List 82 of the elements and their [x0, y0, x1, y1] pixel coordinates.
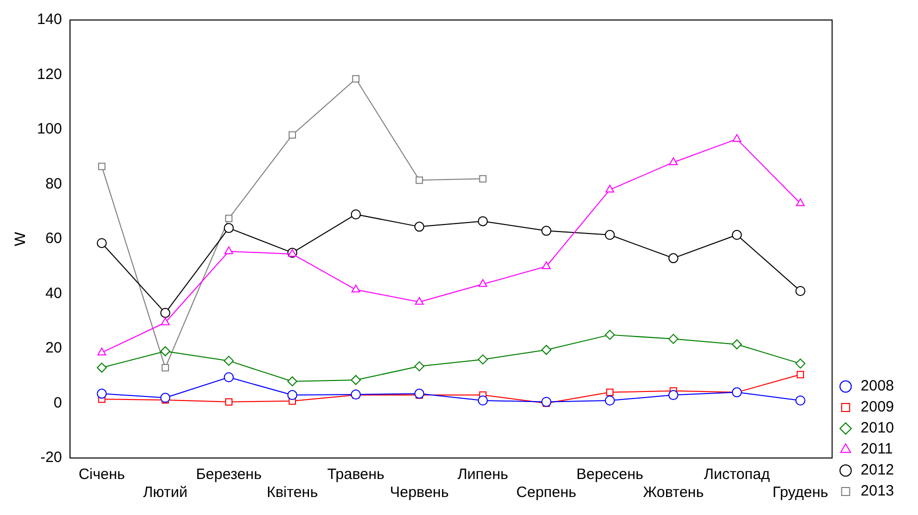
point: [225, 214, 232, 222]
point: [668, 334, 678, 344]
point: [352, 75, 360, 83]
y-tick-label: 20: [45, 340, 62, 357]
point: [96, 362, 107, 373]
point: [224, 372, 234, 382]
point: [732, 230, 742, 240]
x-tick-label: Липень: [457, 466, 508, 484]
point: [350, 209, 361, 220]
point: [96, 388, 107, 399]
point: [97, 348, 106, 356]
y-axis-title: W: [12, 231, 30, 246]
y-tick-label: 40: [45, 284, 62, 302]
point: [796, 370, 804, 378]
point: [795, 286, 806, 296]
point: [478, 279, 488, 287]
y-tick-label: 100: [36, 120, 62, 138]
point: [542, 261, 551, 270]
x-tick-label: Жовтень: [642, 484, 704, 502]
point: [478, 216, 488, 226]
legend-label: 2008: [860, 378, 894, 395]
point: [795, 358, 806, 369]
point: [541, 226, 552, 236]
point: [414, 222, 424, 232]
x-tick-label: Лютий: [143, 484, 188, 502]
legend-label: 2009: [860, 398, 894, 416]
point: [162, 364, 169, 372]
point: [350, 374, 361, 385]
x-tick-label: Листопад: [704, 466, 770, 484]
point: [225, 398, 232, 406]
x-tick-label: Грудень: [772, 484, 828, 502]
y-tick-label: 60: [45, 230, 62, 248]
legend-label: 2011: [860, 440, 893, 458]
point: [414, 296, 424, 305]
point: [416, 176, 424, 184]
point: [732, 339, 742, 350]
x-tick-label: Вересень: [576, 466, 644, 484]
point: [160, 392, 170, 403]
x-tick-label: Квітень: [266, 484, 318, 502]
y-tick-label: -20: [40, 449, 62, 466]
point: [604, 396, 615, 406]
y-tick-label: 0: [54, 394, 62, 412]
point: [605, 184, 614, 192]
point: [541, 344, 552, 355]
point: [287, 376, 298, 386]
point: [668, 157, 678, 166]
point: [224, 223, 234, 234]
point: [98, 162, 106, 170]
y-tick-label: 80: [45, 175, 62, 192]
point: [668, 253, 678, 264]
point: [414, 388, 424, 399]
point: [224, 356, 234, 366]
y-tick-label: 140: [36, 11, 62, 28]
point: [668, 390, 678, 400]
point: [479, 175, 487, 182]
point: [478, 354, 488, 364]
legend-label: 2012: [860, 462, 894, 479]
point: [732, 134, 742, 142]
x-tick-label: Травень: [327, 466, 385, 484]
point: [604, 330, 615, 340]
point: [351, 284, 360, 292]
legend-label: 2010: [860, 420, 894, 437]
x-tick-label: Січень: [78, 466, 126, 484]
point: [160, 317, 170, 326]
point: [160, 308, 170, 318]
point: [478, 396, 488, 406]
point: [604, 230, 615, 240]
point: [541, 396, 552, 407]
point: [414, 361, 424, 372]
point: [795, 396, 806, 406]
point: [796, 198, 805, 206]
point: [606, 388, 614, 396]
x-tick-label: Червень: [390, 484, 449, 502]
point: [224, 246, 234, 254]
point: [96, 238, 107, 248]
point: [287, 390, 298, 400]
point: [288, 131, 296, 139]
y-tick-label: 120: [36, 66, 62, 83]
x-tick-label: Серпень: [516, 484, 577, 502]
point: [160, 346, 170, 356]
legend-label: 2013: [860, 482, 894, 500]
x-tick-label: Березень: [196, 466, 262, 484]
